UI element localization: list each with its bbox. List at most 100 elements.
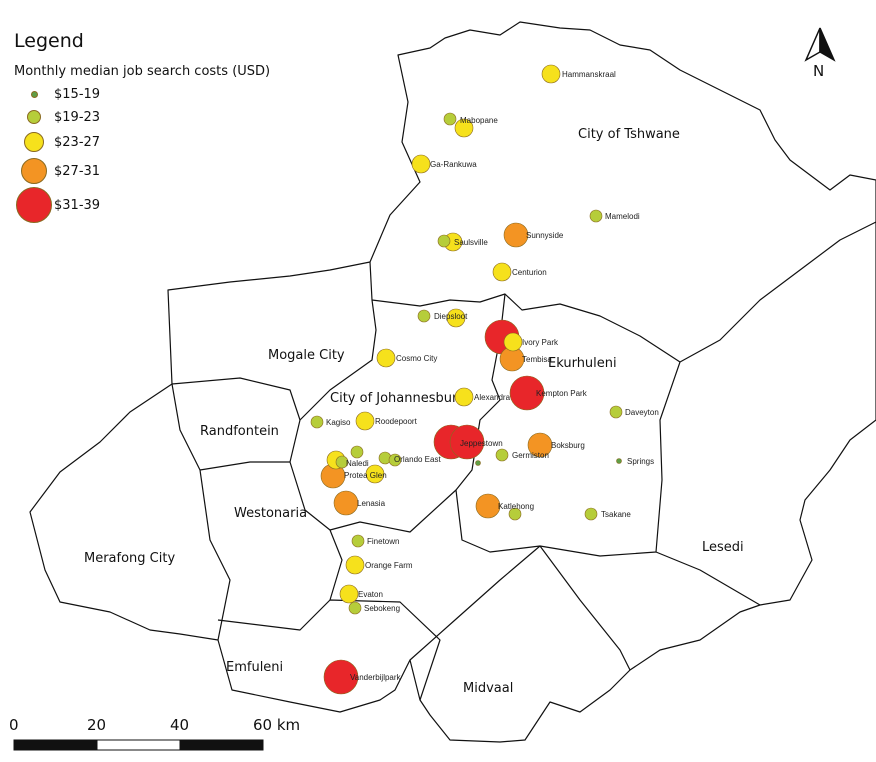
place-marker <box>492 262 512 282</box>
westonaria-merafong-boundary <box>171 383 231 641</box>
place-label: Sunnyside <box>526 231 564 240</box>
place-label: Ivory Park <box>522 338 559 347</box>
region-label: Emfuleni <box>226 660 283 675</box>
place-label: Kagiso <box>326 418 351 427</box>
place-marker <box>446 308 466 328</box>
place-marker <box>335 455 349 469</box>
legend-label: $31-39 <box>54 197 101 213</box>
place-label: Orlando East <box>394 455 441 464</box>
place-label: Protea Glen <box>344 471 387 480</box>
place-marker <box>350 445 364 459</box>
region-label: Mogale City <box>268 348 345 363</box>
region-label: Lesedi <box>702 540 744 555</box>
place-marker <box>616 458 622 464</box>
place-label: Kempton Park <box>536 389 588 398</box>
legend-symbol <box>16 187 52 223</box>
place-label: Orange Farm <box>365 561 413 570</box>
region-label: City of Johannesburg <box>330 391 465 406</box>
place-marker <box>417 309 431 323</box>
tshwane-south-boundary <box>369 221 876 363</box>
place-label: Tembisa <box>522 355 552 364</box>
legend-symbol <box>21 158 47 184</box>
place-label: Cosmo City <box>396 354 437 363</box>
place-label: Jeppestown <box>460 439 503 448</box>
place-marker <box>454 387 474 407</box>
place-marker <box>348 601 362 615</box>
johannesburg-south-boundary <box>329 489 457 533</box>
place-marker <box>411 154 431 174</box>
municipal-boundaries <box>29 21 876 743</box>
scale-bar <box>13 739 264 751</box>
place-label: Evaton <box>358 590 383 599</box>
place-label: Sebokeng <box>364 604 400 613</box>
region-label: Ekurhuleni <box>548 356 617 371</box>
region-label: Merafong City <box>84 551 175 566</box>
place-marker <box>437 234 451 248</box>
scale-tick-60: 60 km <box>253 716 301 734</box>
place-label: Naledi <box>346 459 369 468</box>
place-marker <box>475 493 501 519</box>
place-label: Tsakane <box>601 510 631 519</box>
place-marker <box>503 222 529 248</box>
region-label: Westonaria <box>234 506 307 521</box>
place-label: Hammanskraal <box>562 70 616 79</box>
legend-item: $15-19 <box>14 83 270 105</box>
place-marker <box>454 118 474 138</box>
place-label: Mabopane <box>460 116 498 125</box>
place-label: Ga-Rankuwa <box>430 160 477 169</box>
legend-item: $27-31 <box>14 155 270 187</box>
emfuleni-boundary <box>217 599 441 701</box>
legend-symbol <box>24 132 44 152</box>
mogale-randfontein-boundary <box>171 377 301 421</box>
place-marker <box>345 555 365 575</box>
place-marker <box>376 348 396 368</box>
johannesburg-west-boundary <box>289 299 377 601</box>
legend-subtitle: Monthly median job search costs (USD) <box>14 64 271 79</box>
scale-tick-20: 20 <box>87 716 107 734</box>
legend-label: $23-27 <box>54 134 101 150</box>
place-marker <box>333 490 359 516</box>
place-marker <box>388 453 402 467</box>
legend-label: $27-31 <box>54 163 101 179</box>
province-outline <box>29 21 876 743</box>
place-marker <box>339 584 359 604</box>
legend-label: $19-23 <box>54 109 101 125</box>
legend-item: $31-39 <box>14 187 270 223</box>
place-marker <box>495 448 509 462</box>
place-label: Roodepoort <box>375 417 418 426</box>
place-marker <box>351 534 365 548</box>
place-label: Boksburg <box>551 441 585 450</box>
legend-title: Legend <box>14 30 84 52</box>
place-label: Lenasia <box>357 499 386 508</box>
place-marker <box>365 464 385 484</box>
region-label: Midvaal <box>463 681 513 696</box>
place-marker <box>508 507 522 521</box>
place-label: Diepsloot <box>434 312 468 321</box>
scale-tick-40: 40 <box>170 716 190 734</box>
legend-symbol <box>30 90 38 98</box>
place-marker <box>509 375 545 411</box>
place-points: Hammanskraal Mabopane Ga-Rankuwa Saulsville… <box>310 64 659 695</box>
legend-item: $23-27 <box>14 129 270 155</box>
place-label: Springs <box>627 457 654 466</box>
legend-symbol <box>27 110 41 124</box>
north-arrow-icon: N <box>804 27 836 80</box>
place-label: Germiston <box>512 451 549 460</box>
place-marker <box>589 209 603 223</box>
place-label: Finetown <box>367 537 399 546</box>
place-marker <box>609 405 623 419</box>
legend: Legend Monthly median job search costs (… <box>14 30 270 223</box>
place-label: Alexandra <box>474 393 511 402</box>
place-marker <box>584 507 598 521</box>
legend-item: $19-23 <box>14 105 270 129</box>
region-label: Randfontein <box>200 424 279 439</box>
ekurhuleni-east-boundary <box>539 361 681 557</box>
place-marker <box>323 659 359 695</box>
place-marker <box>475 460 481 466</box>
place-label: Saulsville <box>454 238 488 247</box>
lesedi-boundary <box>655 551 761 606</box>
place-label: Katlehong <box>498 502 534 511</box>
place-marker <box>355 411 375 431</box>
place-label: Vanderbijlpark <box>350 673 402 682</box>
